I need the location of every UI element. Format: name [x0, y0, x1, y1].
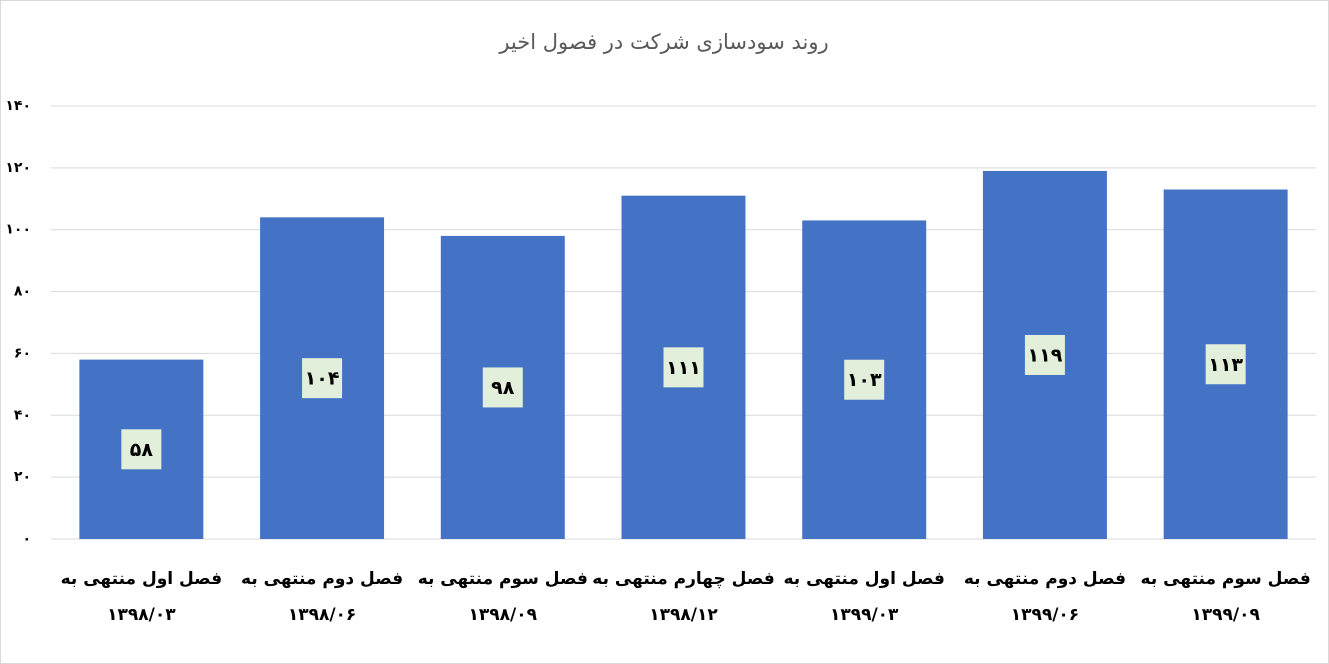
value-label-box: [663, 347, 704, 388]
y-tick-label: ۴۰: [14, 407, 31, 423]
value-label: ۱۱۹: [1028, 344, 1063, 366]
value-label-box: [1024, 334, 1065, 375]
chart-title: روند سودسازی شرکت در فصول اخیر: [498, 30, 828, 54]
x-tick-label: فصل سوم منتهی به ۱۳۹۹/۰۹: [1140, 569, 1311, 625]
value-label: ۱۱۳: [1208, 354, 1243, 376]
x-tick-label: فصل دوم منتهی به ۱۳۹۹/۰۶: [963, 569, 1126, 625]
x-tick-label: فصل اول منتهی به ۱۳۹۸/۰۳: [60, 569, 223, 625]
value-label: ۱۰۴: [305, 368, 340, 390]
value-label-box: [1205, 344, 1246, 385]
value-label: ۹۸: [491, 377, 515, 399]
y-tick-label: ۶۰: [14, 345, 31, 361]
x-tick-label: فصل چهارم منتهی به ۱۳۹۸/۱۲: [592, 569, 775, 625]
value-label-box: [121, 429, 162, 470]
value-label-box: [844, 359, 885, 400]
y-tick-label: ۱۲۰: [5, 160, 31, 176]
x-tick-label: فصل دوم منتهی به ۱۳۹۸/۰۶: [241, 569, 404, 625]
y-tick-label: ۱۴۰: [5, 98, 31, 114]
y-tick-label: ۲۰: [14, 469, 31, 485]
y-tick-label: ۰: [22, 531, 31, 547]
x-tick-label: فصل اول منتهی به ۱۳۹۹/۰۳: [783, 569, 945, 625]
y-tick-label: ۸۰: [14, 284, 31, 300]
value-label: ۱۱۱: [666, 357, 701, 379]
value-label-box: [302, 358, 343, 399]
value-label-box: [482, 367, 523, 408]
value-label: ۱۰۳: [847, 369, 882, 391]
value-label: ۵۸: [130, 439, 154, 461]
y-tick-label: ۱۰۰: [5, 222, 31, 238]
x-tick-label: فصل سوم منتهی به ۱۳۹۸/۰۹: [417, 569, 588, 625]
